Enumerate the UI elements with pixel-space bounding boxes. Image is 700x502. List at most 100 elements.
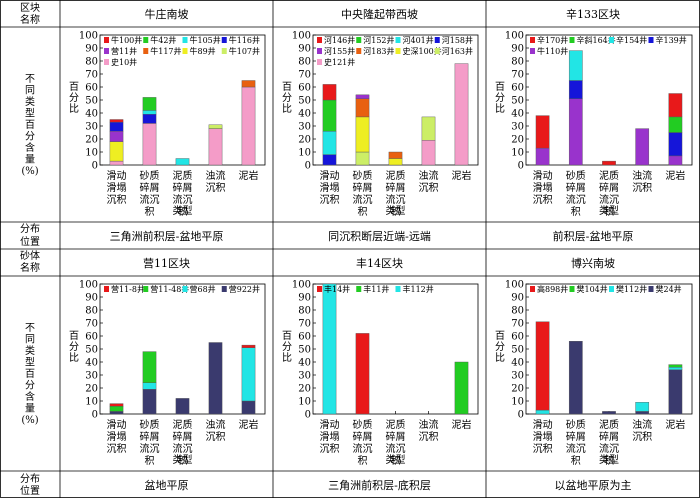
- y-tick-label: 10: [511, 397, 524, 408]
- x-axis-label: 类型: [173, 453, 193, 466]
- x-tick-label: 滑塌: [533, 431, 553, 443]
- y-tick-label: 0: [92, 410, 98, 421]
- bar-segment: [109, 119, 124, 123]
- bar-segment: [142, 123, 157, 166]
- x-tick-label: 积: [391, 455, 401, 467]
- pct-header-top-char: 百: [25, 119, 35, 131]
- y-tick-label: 60: [511, 83, 524, 94]
- x-tick-label: 沉积: [533, 193, 553, 206]
- bar-segment: [109, 141, 124, 162]
- bar-segment: [109, 130, 124, 142]
- legend-entry: 牛110井: [537, 46, 568, 56]
- y-tick-label: 40: [85, 109, 98, 120]
- x-tick-label: 浊流: [419, 418, 439, 431]
- bar-segment: [635, 402, 650, 412]
- x-tick-label: 流沉: [599, 193, 619, 206]
- bar-segment: [668, 132, 683, 157]
- bar-segment: [421, 140, 436, 166]
- bar-segment: [175, 158, 190, 166]
- bar-segment: [109, 411, 124, 415]
- chart-title: 中央隆起带西坡: [341, 7, 418, 21]
- y-tick-label: 90: [85, 44, 98, 55]
- x-tick-label: 泥岩: [665, 418, 685, 431]
- pct-header-top-char: 不: [25, 74, 35, 85]
- bar-segment: [568, 50, 583, 81]
- x-tick-label: 碎屑: [140, 181, 160, 194]
- bar-segment: [535, 147, 550, 166]
- bar-segment: [635, 128, 650, 166]
- y-axis-label-char: 百: [282, 81, 292, 93]
- y-tick-label: 90: [298, 44, 311, 55]
- bar-segment: [109, 406, 124, 412]
- y-tick-label: 80: [85, 306, 98, 317]
- x-tick-label: 滑塌: [533, 182, 553, 194]
- legend-swatch: [356, 37, 362, 43]
- y-tick-label: 20: [511, 384, 524, 395]
- x-tick-label: 浊流: [419, 169, 439, 182]
- y-tick-label: 80: [298, 306, 311, 317]
- legend-swatch: [317, 59, 322, 65]
- bar-segment: [208, 128, 223, 166]
- x-tick-label: 碎屑: [173, 181, 193, 194]
- y-axis-label-char: 分: [282, 92, 292, 104]
- bar-segment: [355, 94, 370, 99]
- legend-entry: 牛89井: [190, 46, 216, 56]
- x-tick-label: 沉积: [419, 181, 439, 194]
- y-axis-label-char: 百: [282, 330, 292, 342]
- bar-segment: [668, 155, 683, 166]
- legend-entry: 丰112井: [403, 284, 434, 294]
- x-tick-label: 流沉: [140, 193, 160, 206]
- x-tick-label: 滑动: [320, 419, 340, 431]
- x-tick-label: 流沉: [599, 442, 619, 455]
- x-tick-label: 沉积: [320, 442, 340, 455]
- legend-swatch: [221, 48, 227, 54]
- y-tick-label: 100: [79, 280, 98, 291]
- bar-segment: [241, 80, 256, 88]
- x-tick-label: 泥质: [386, 418, 406, 431]
- x-tick-label: 流沉: [353, 193, 373, 206]
- pct-header-bottom-char: 同: [25, 334, 35, 346]
- y-tick-label: 20: [298, 384, 311, 395]
- y-axis-label-char: 分: [69, 341, 79, 353]
- pct-header-bottom-char: 百: [25, 368, 35, 380]
- y-tick-label: 80: [511, 57, 524, 68]
- y-tick-label: 20: [85, 384, 98, 395]
- x-tick-label: 碎屑: [353, 430, 373, 443]
- x-tick-label: 沉积: [632, 430, 652, 443]
- x-tick-label: 泥质: [599, 418, 619, 431]
- bar-segment: [208, 342, 223, 415]
- bar-segment: [322, 154, 337, 166]
- block-name-header-line2: 名称: [20, 13, 40, 26]
- pct-header-top-char: (%): [21, 166, 38, 177]
- x-tick-label: 浊流: [632, 169, 652, 182]
- x-tick-label: 积: [145, 455, 155, 467]
- pct-header-bottom-char: 含: [25, 390, 35, 403]
- y-tick-label: 0: [518, 161, 524, 172]
- x-tick-label: 积: [571, 455, 581, 467]
- legend-entry: 辛斜164井: [577, 35, 616, 45]
- bar-segment: [241, 86, 256, 166]
- y-axis-label-char: 比: [495, 352, 505, 364]
- chart-title: 博兴南坡: [571, 257, 615, 270]
- x-tick-label: 泥质: [599, 169, 619, 182]
- legend-entry: 河401井: [403, 35, 434, 45]
- x-tick-label: 浊流: [206, 418, 226, 431]
- legend-swatch: [104, 48, 109, 54]
- y-tick-label: 30: [511, 122, 524, 133]
- legend-entry: 河146井: [324, 35, 355, 45]
- x-tick-label: 泥岩: [452, 169, 472, 182]
- x-tick-label: 积: [358, 455, 368, 467]
- x-axis-label: 类型: [386, 204, 406, 217]
- x-tick-label: 沉积: [206, 430, 226, 443]
- y-tick-label: 70: [85, 70, 98, 81]
- y-axis-label-char: 百: [495, 81, 505, 93]
- x-tick-label: 泥质: [173, 418, 193, 431]
- y-tick-label: 0: [92, 161, 98, 172]
- legend-entry: 史121井: [324, 57, 355, 67]
- x-tick-label: 积: [391, 206, 401, 218]
- pct-header-top-char: 型: [25, 107, 35, 120]
- legend-swatch: [609, 37, 614, 43]
